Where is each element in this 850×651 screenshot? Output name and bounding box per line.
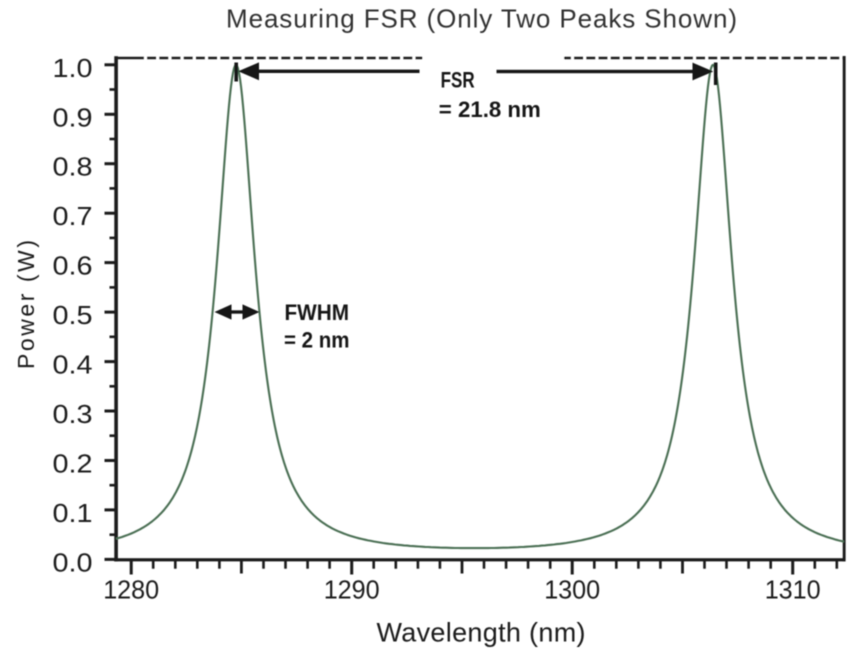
svg-text:= 2 nm: = 2 nm (284, 328, 350, 353)
svg-text:0.3: 0.3 (53, 399, 93, 429)
svg-text:0.7: 0.7 (53, 201, 93, 231)
svg-text:= 21.8 nm: = 21.8 nm (439, 97, 541, 122)
svg-text:1300: 1300 (544, 575, 600, 605)
svg-text:FSR: FSR (441, 67, 475, 92)
svg-text:0.9: 0.9 (53, 102, 93, 132)
svg-text:Measuring FSR (Only Two Peaks: Measuring FSR (Only Two Peaks Shown) (226, 4, 737, 34)
svg-text:0.1: 0.1 (53, 498, 93, 528)
svg-text:0.4: 0.4 (53, 350, 93, 380)
svg-text:1310: 1310 (765, 575, 821, 605)
svg-text:1.0: 1.0 (53, 53, 93, 83)
svg-text:0.8: 0.8 (53, 152, 93, 182)
svg-text:1290: 1290 (324, 575, 380, 605)
svg-text:Wavelength (nm): Wavelength (nm) (377, 618, 586, 648)
svg-text:0.0: 0.0 (53, 547, 93, 577)
svg-text:0.5: 0.5 (53, 300, 93, 330)
svg-text:Power (W): Power (W) (13, 240, 39, 369)
svg-text:0.6: 0.6 (53, 251, 93, 281)
svg-text:1280: 1280 (103, 575, 159, 605)
svg-text:FWHM: FWHM (285, 300, 350, 325)
svg-text:0.2: 0.2 (53, 449, 93, 479)
